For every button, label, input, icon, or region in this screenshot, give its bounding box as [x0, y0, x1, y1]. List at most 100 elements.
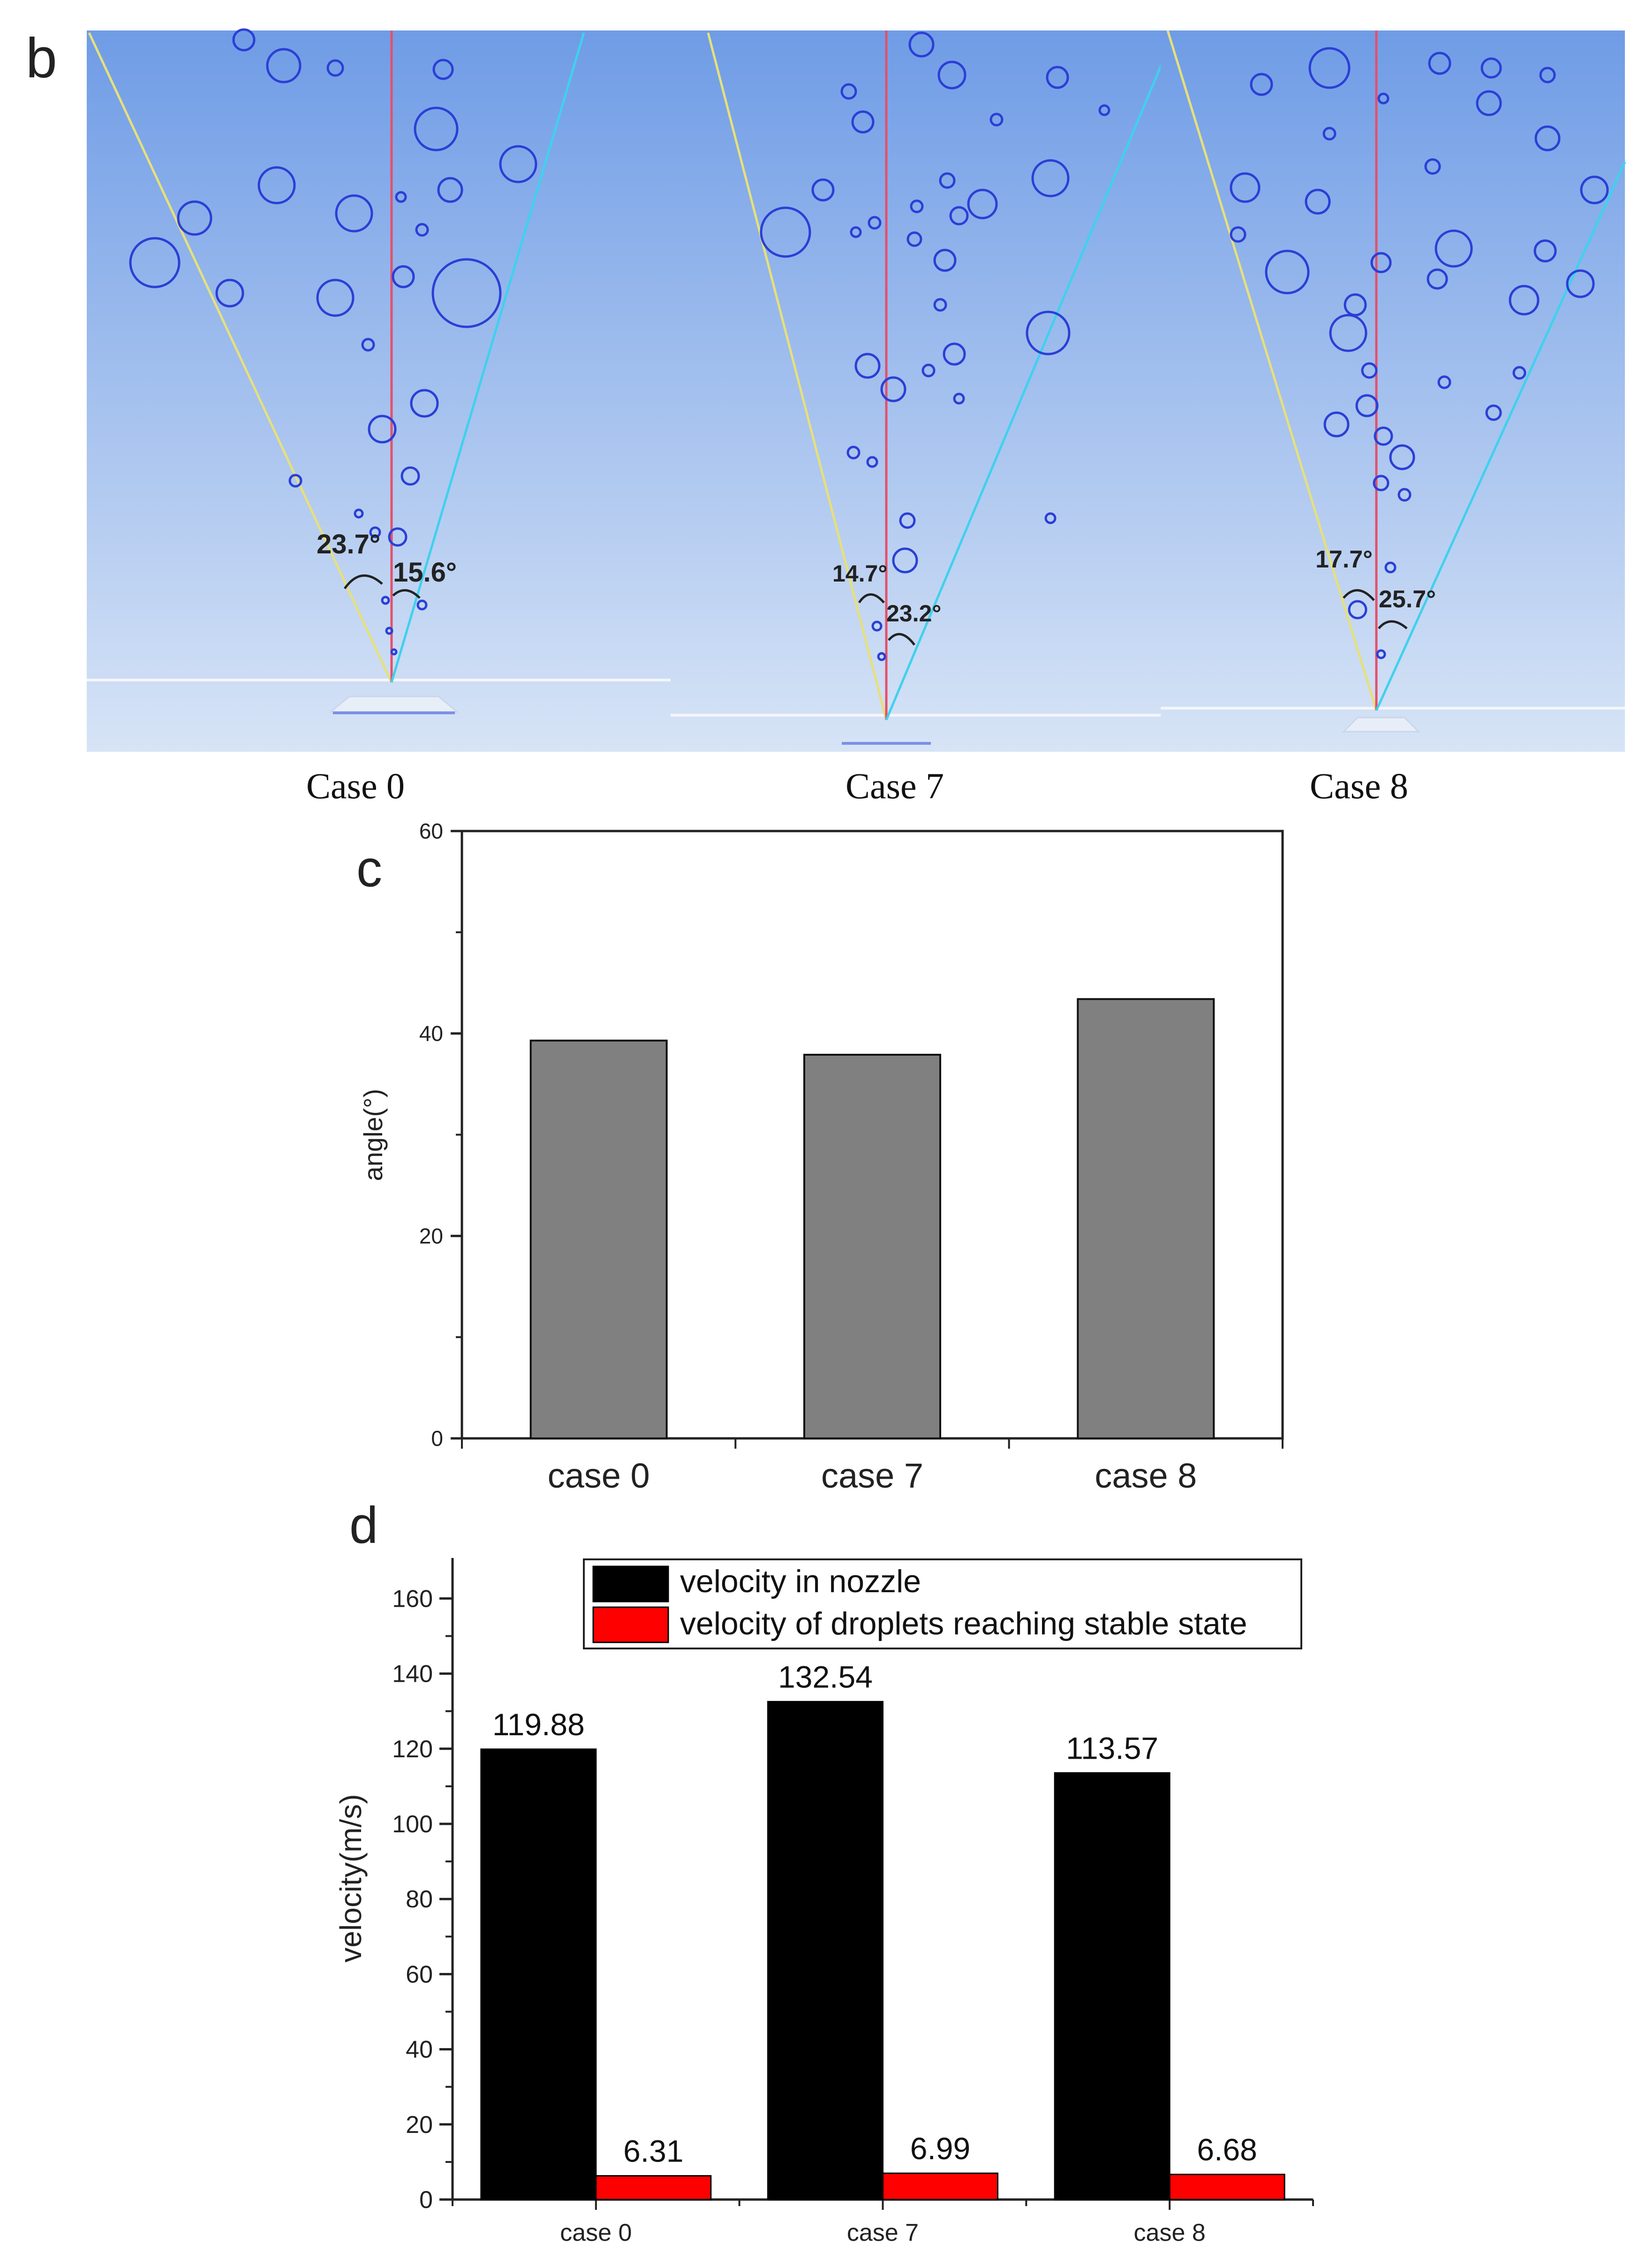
case-7-droplets — [760, 31, 1110, 661]
droplet — [939, 172, 956, 189]
droplet — [866, 456, 878, 468]
case-7-left-angle: 14.7° — [832, 560, 887, 587]
case-0-background — [87, 30, 671, 752]
droplet — [1397, 488, 1412, 502]
bar-nozzle-case-8 — [1054, 1772, 1170, 2200]
bar-case-0 — [529, 1039, 668, 1439]
y-tick-label: 60 — [419, 819, 443, 843]
case-7-background — [671, 30, 1161, 752]
droplet — [395, 191, 407, 203]
droplet — [877, 652, 886, 661]
droplet — [910, 199, 924, 213]
chart-d-x-axis: case 0 case 7 case 8 — [452, 2200, 1314, 2246]
chart-c-bars — [529, 998, 1215, 1440]
chart-c-y-axis-label: angle(°) — [358, 1089, 388, 1181]
case-0-right-angle: 15.6° — [393, 557, 457, 588]
case-8-left-angle: 17.7° — [1315, 546, 1373, 573]
droplet — [1044, 512, 1057, 524]
droplet — [1437, 375, 1451, 389]
droplet — [1480, 57, 1502, 79]
x-tick-label: case 8 — [1134, 2219, 1206, 2246]
droplet — [1476, 90, 1502, 116]
case-7-left-arc — [858, 593, 885, 604]
case-0-nozzle — [328, 696, 460, 713]
y-tick-label: 140 — [392, 1661, 433, 1688]
droplet — [1361, 362, 1378, 379]
x-tick-label: case 0 — [560, 2219, 632, 2246]
droplet — [906, 231, 922, 247]
legend-label-nozzle: velocity in nozzle — [680, 1564, 921, 1599]
case-7-right-arc — [888, 633, 915, 646]
case-8-droplets — [1230, 47, 1609, 659]
case-8-right-arc — [1378, 620, 1408, 629]
droplet — [1098, 104, 1110, 116]
droplet — [1427, 268, 1448, 290]
droplet — [1389, 444, 1415, 470]
droplet — [415, 223, 429, 237]
droplet — [129, 237, 181, 288]
droplet — [1377, 92, 1389, 105]
y-tick-label: 40 — [406, 2036, 433, 2064]
droplet — [326, 59, 344, 77]
case-7-right-boundary — [885, 60, 1164, 720]
legend-box — [583, 1558, 1302, 1649]
droplet — [1348, 600, 1367, 620]
droplet — [1344, 293, 1367, 317]
droplet — [850, 226, 862, 238]
droplet — [361, 338, 375, 352]
droplet — [760, 206, 811, 258]
panel-b: b — [26, 27, 1626, 806]
droplet — [215, 279, 244, 308]
y-tick-label: 120 — [392, 1736, 433, 1763]
droplet — [1428, 52, 1451, 75]
y-tick-label: 160 — [392, 1585, 433, 1612]
bar-case-7 — [803, 1053, 941, 1440]
chart-d-legend: velocity in nozzle velocity of droplets … — [583, 1558, 1302, 1649]
droplet — [933, 249, 957, 272]
y-tick-label: 40 — [419, 1021, 443, 1046]
droplet — [410, 389, 439, 418]
droplet — [943, 342, 966, 366]
droplet — [1512, 366, 1526, 380]
chart-c-y-axis: 0 20 40 60 — [419, 819, 462, 1451]
droplet — [437, 177, 463, 203]
panel-d-letter: d — [349, 1497, 378, 1554]
droplet — [1370, 252, 1392, 273]
data-label: 119.88 — [492, 1707, 585, 1742]
droplet — [1509, 285, 1540, 316]
droplet — [1384, 561, 1397, 574]
case-8-nozzle — [1342, 717, 1420, 733]
droplet — [868, 216, 882, 230]
x-tick-label: case 0 — [548, 1456, 650, 1495]
case-0-left-boundary — [88, 32, 393, 683]
droplet — [1323, 411, 1350, 438]
case-8-left-boundary — [1166, 30, 1378, 711]
case-8-caption: Case 8 — [1310, 765, 1408, 806]
droplet — [385, 627, 393, 635]
y-tick-label: 20 — [406, 2111, 433, 2139]
droplet — [908, 31, 935, 58]
droplet — [899, 512, 916, 529]
droplet — [1539, 67, 1556, 83]
case-0-caption: Case 0 — [306, 765, 405, 806]
bar-droplets-case-0 — [595, 2175, 712, 2200]
droplet — [369, 526, 381, 538]
case-8-background — [1161, 30, 1625, 752]
bar-droplets-case-7 — [882, 2172, 998, 2200]
droplet — [257, 166, 296, 204]
y-tick-label: 0 — [419, 2186, 433, 2214]
droplet — [266, 48, 302, 83]
case-0-left-angle: 23.7° — [317, 529, 380, 559]
legend-swatch-droplets — [592, 1606, 669, 1643]
chart-c-x-axis: case 0 case 7 case 8 — [461, 1438, 1284, 1495]
droplet — [1435, 229, 1473, 268]
panel-c: c 0 20 40 60 case 0 case 7 case 8 angle(°) — [356, 819, 1284, 1495]
data-label: 6.99 — [910, 2131, 970, 2166]
case-7-left-boundary — [707, 32, 888, 720]
droplet — [1424, 158, 1441, 175]
bar-nozzle-case-7 — [767, 1701, 883, 2200]
data-label: 6.68 — [1197, 2132, 1257, 2167]
droplet — [1566, 269, 1595, 298]
